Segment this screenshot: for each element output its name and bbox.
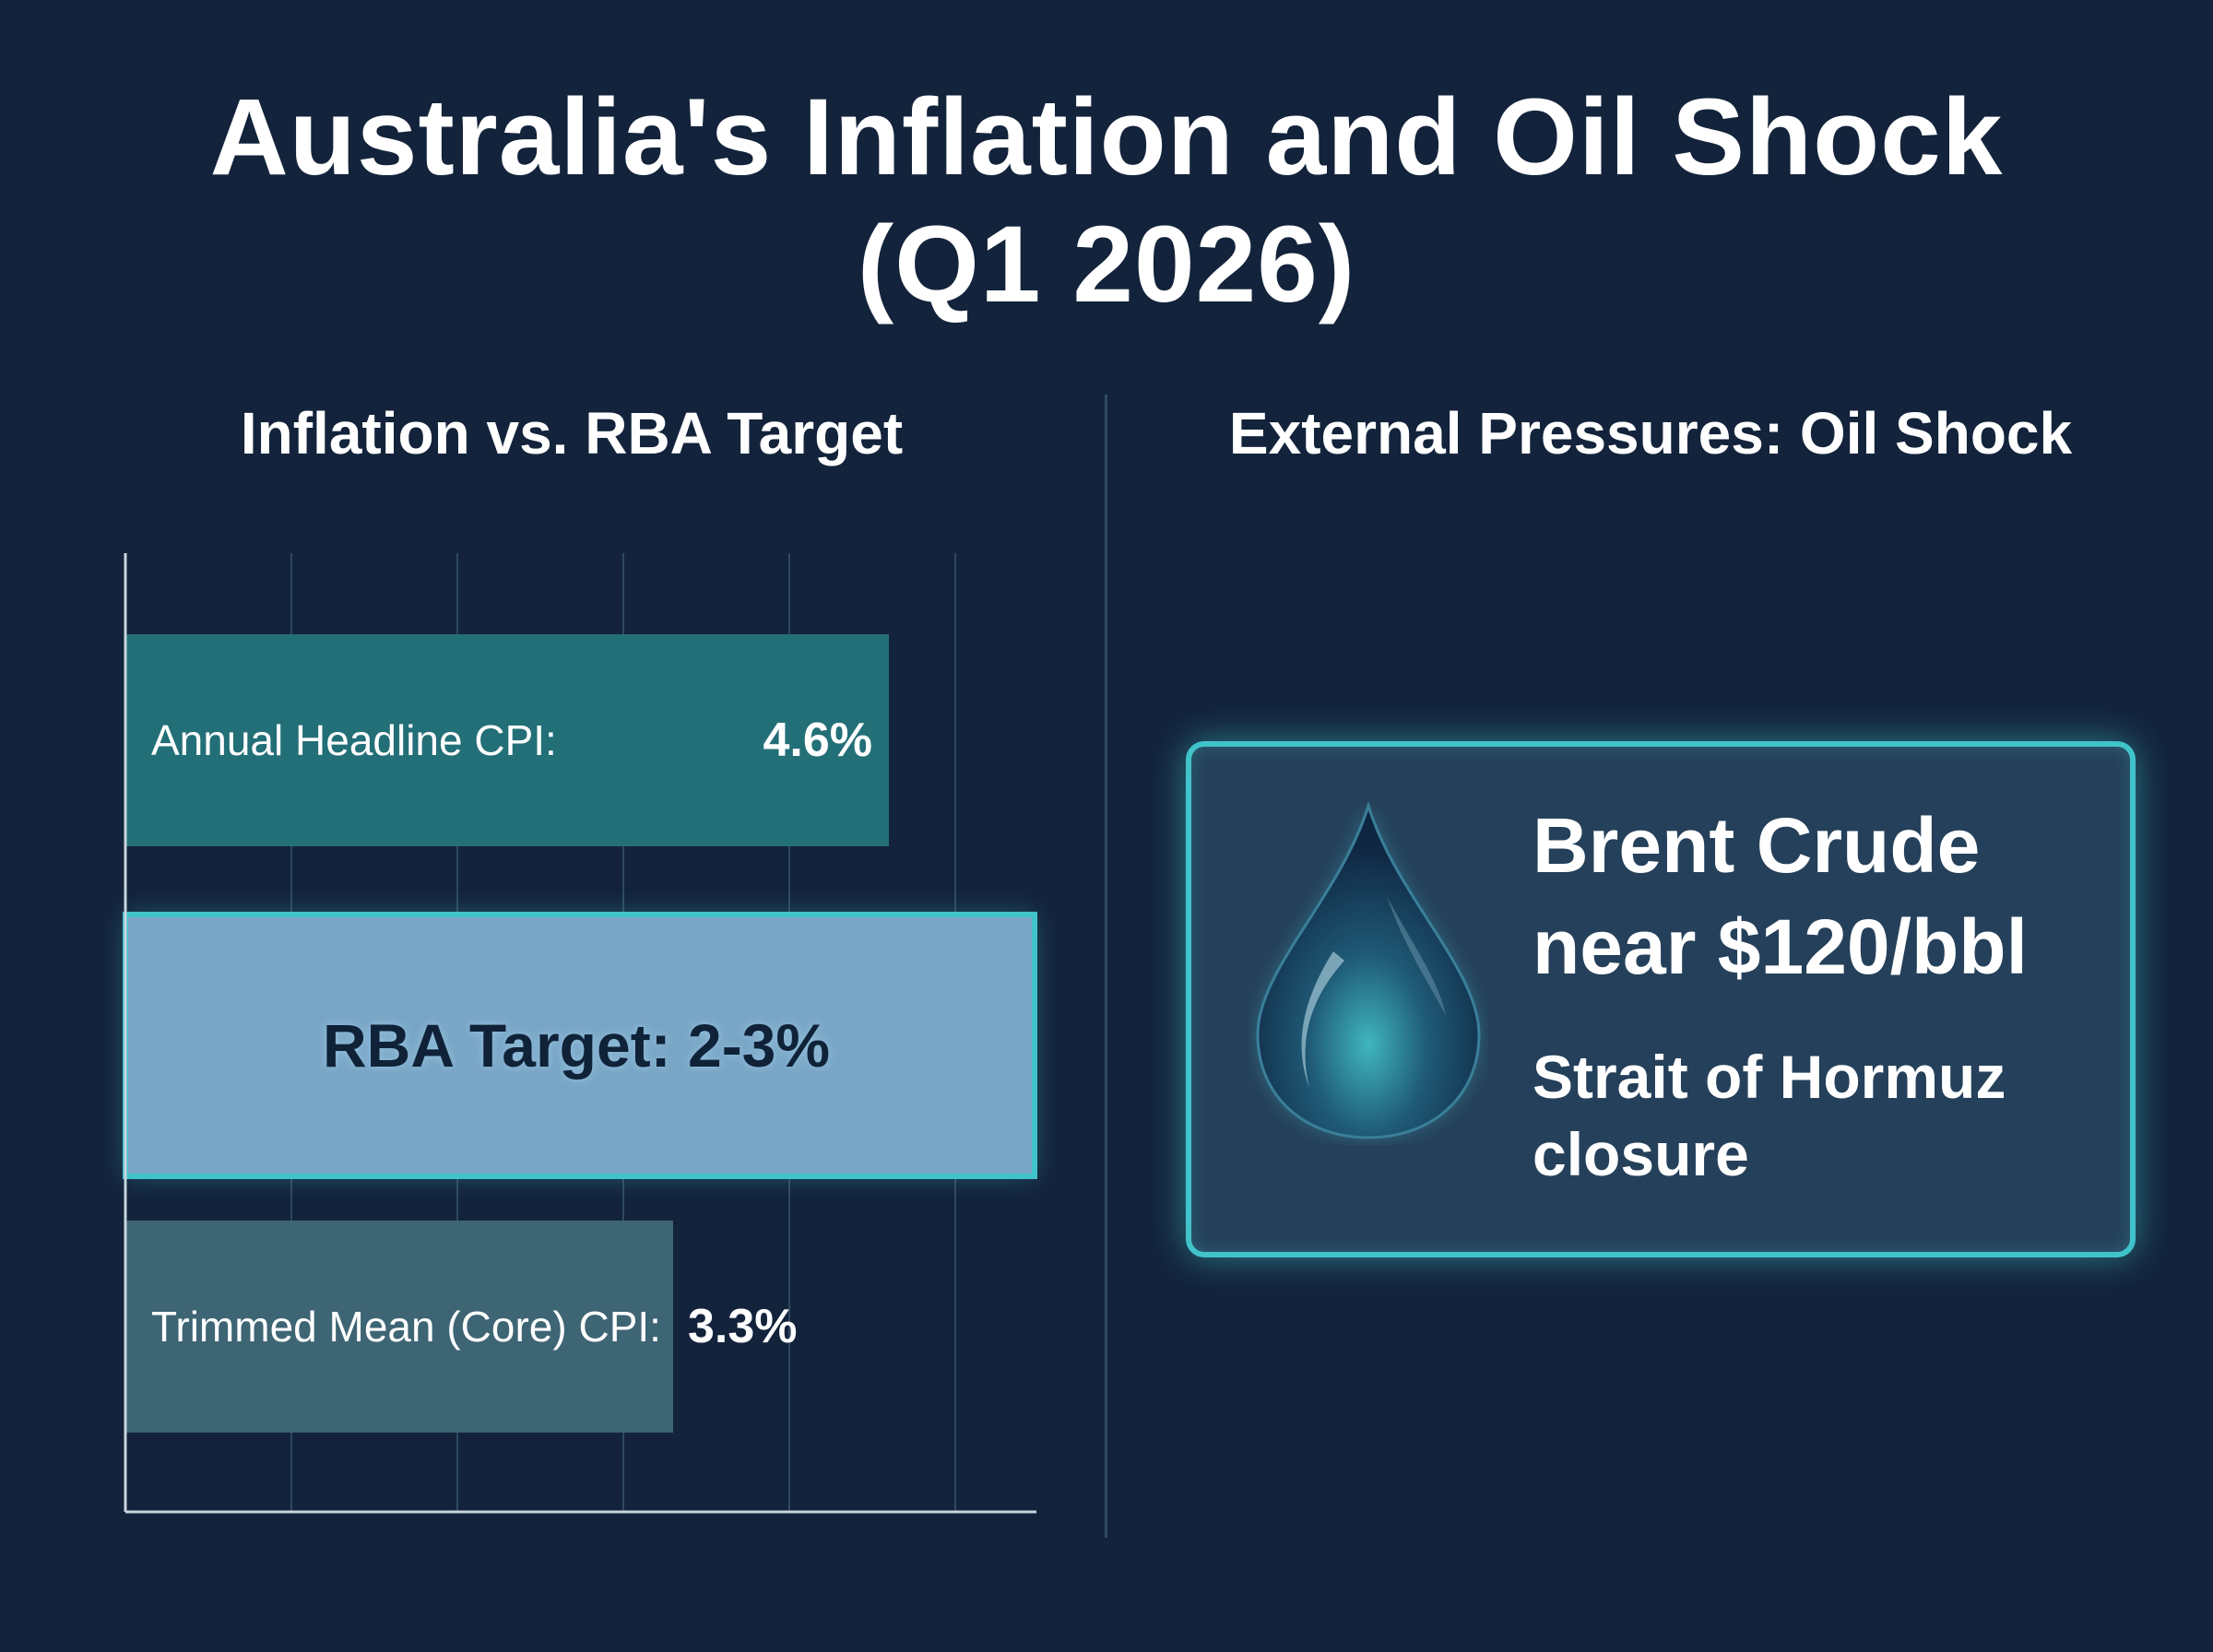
- panel-divider: [1105, 395, 1107, 1538]
- hormuz-closure-text: Strait of Hormuz closure: [1533, 1043, 2006, 1188]
- main-title-line-2: (Q1 2026): [857, 204, 1356, 325]
- oil-drop-icon: [1256, 800, 1481, 1139]
- core-cpi-label: Trimmed Mean (Core) CPI:: [151, 1303, 661, 1351]
- oil-panel-title: External Pressures: Oil Shock: [1228, 400, 2073, 466]
- main-title-line-1: Australia's Inflation and Oil Shock: [209, 77, 2004, 198]
- headline-cpi-bar: [125, 634, 889, 846]
- core-cpi-bar: [125, 1221, 673, 1433]
- headline-cpi-label: Annual Headline CPI:: [151, 716, 557, 764]
- rba-target-band: [123, 912, 1037, 1179]
- oil-shock-card: Brent Crude near $120/bbl Strait of Horm…: [1186, 741, 2136, 1257]
- main-title: Australia's Inflation and Oil Shock (Q1 …: [0, 74, 2213, 328]
- inflation-bar-chart: Annual Headline CPI: 4.6% RBA Target: 2-…: [123, 553, 1037, 1514]
- chart-bars: [123, 634, 1037, 1433]
- rba-target-label: RBA Target: 2-3%: [323, 1011, 831, 1080]
- headline-cpi-value: 4.6%: [763, 714, 872, 767]
- core-cpi-value: 3.3%: [688, 1300, 798, 1353]
- inflation-panel-title: Inflation vs. RBA Target: [240, 400, 904, 466]
- brent-crude-headline: Brent Crude near $120/bbl: [1533, 802, 2028, 990]
- chart-canvas: [123, 553, 1037, 1514]
